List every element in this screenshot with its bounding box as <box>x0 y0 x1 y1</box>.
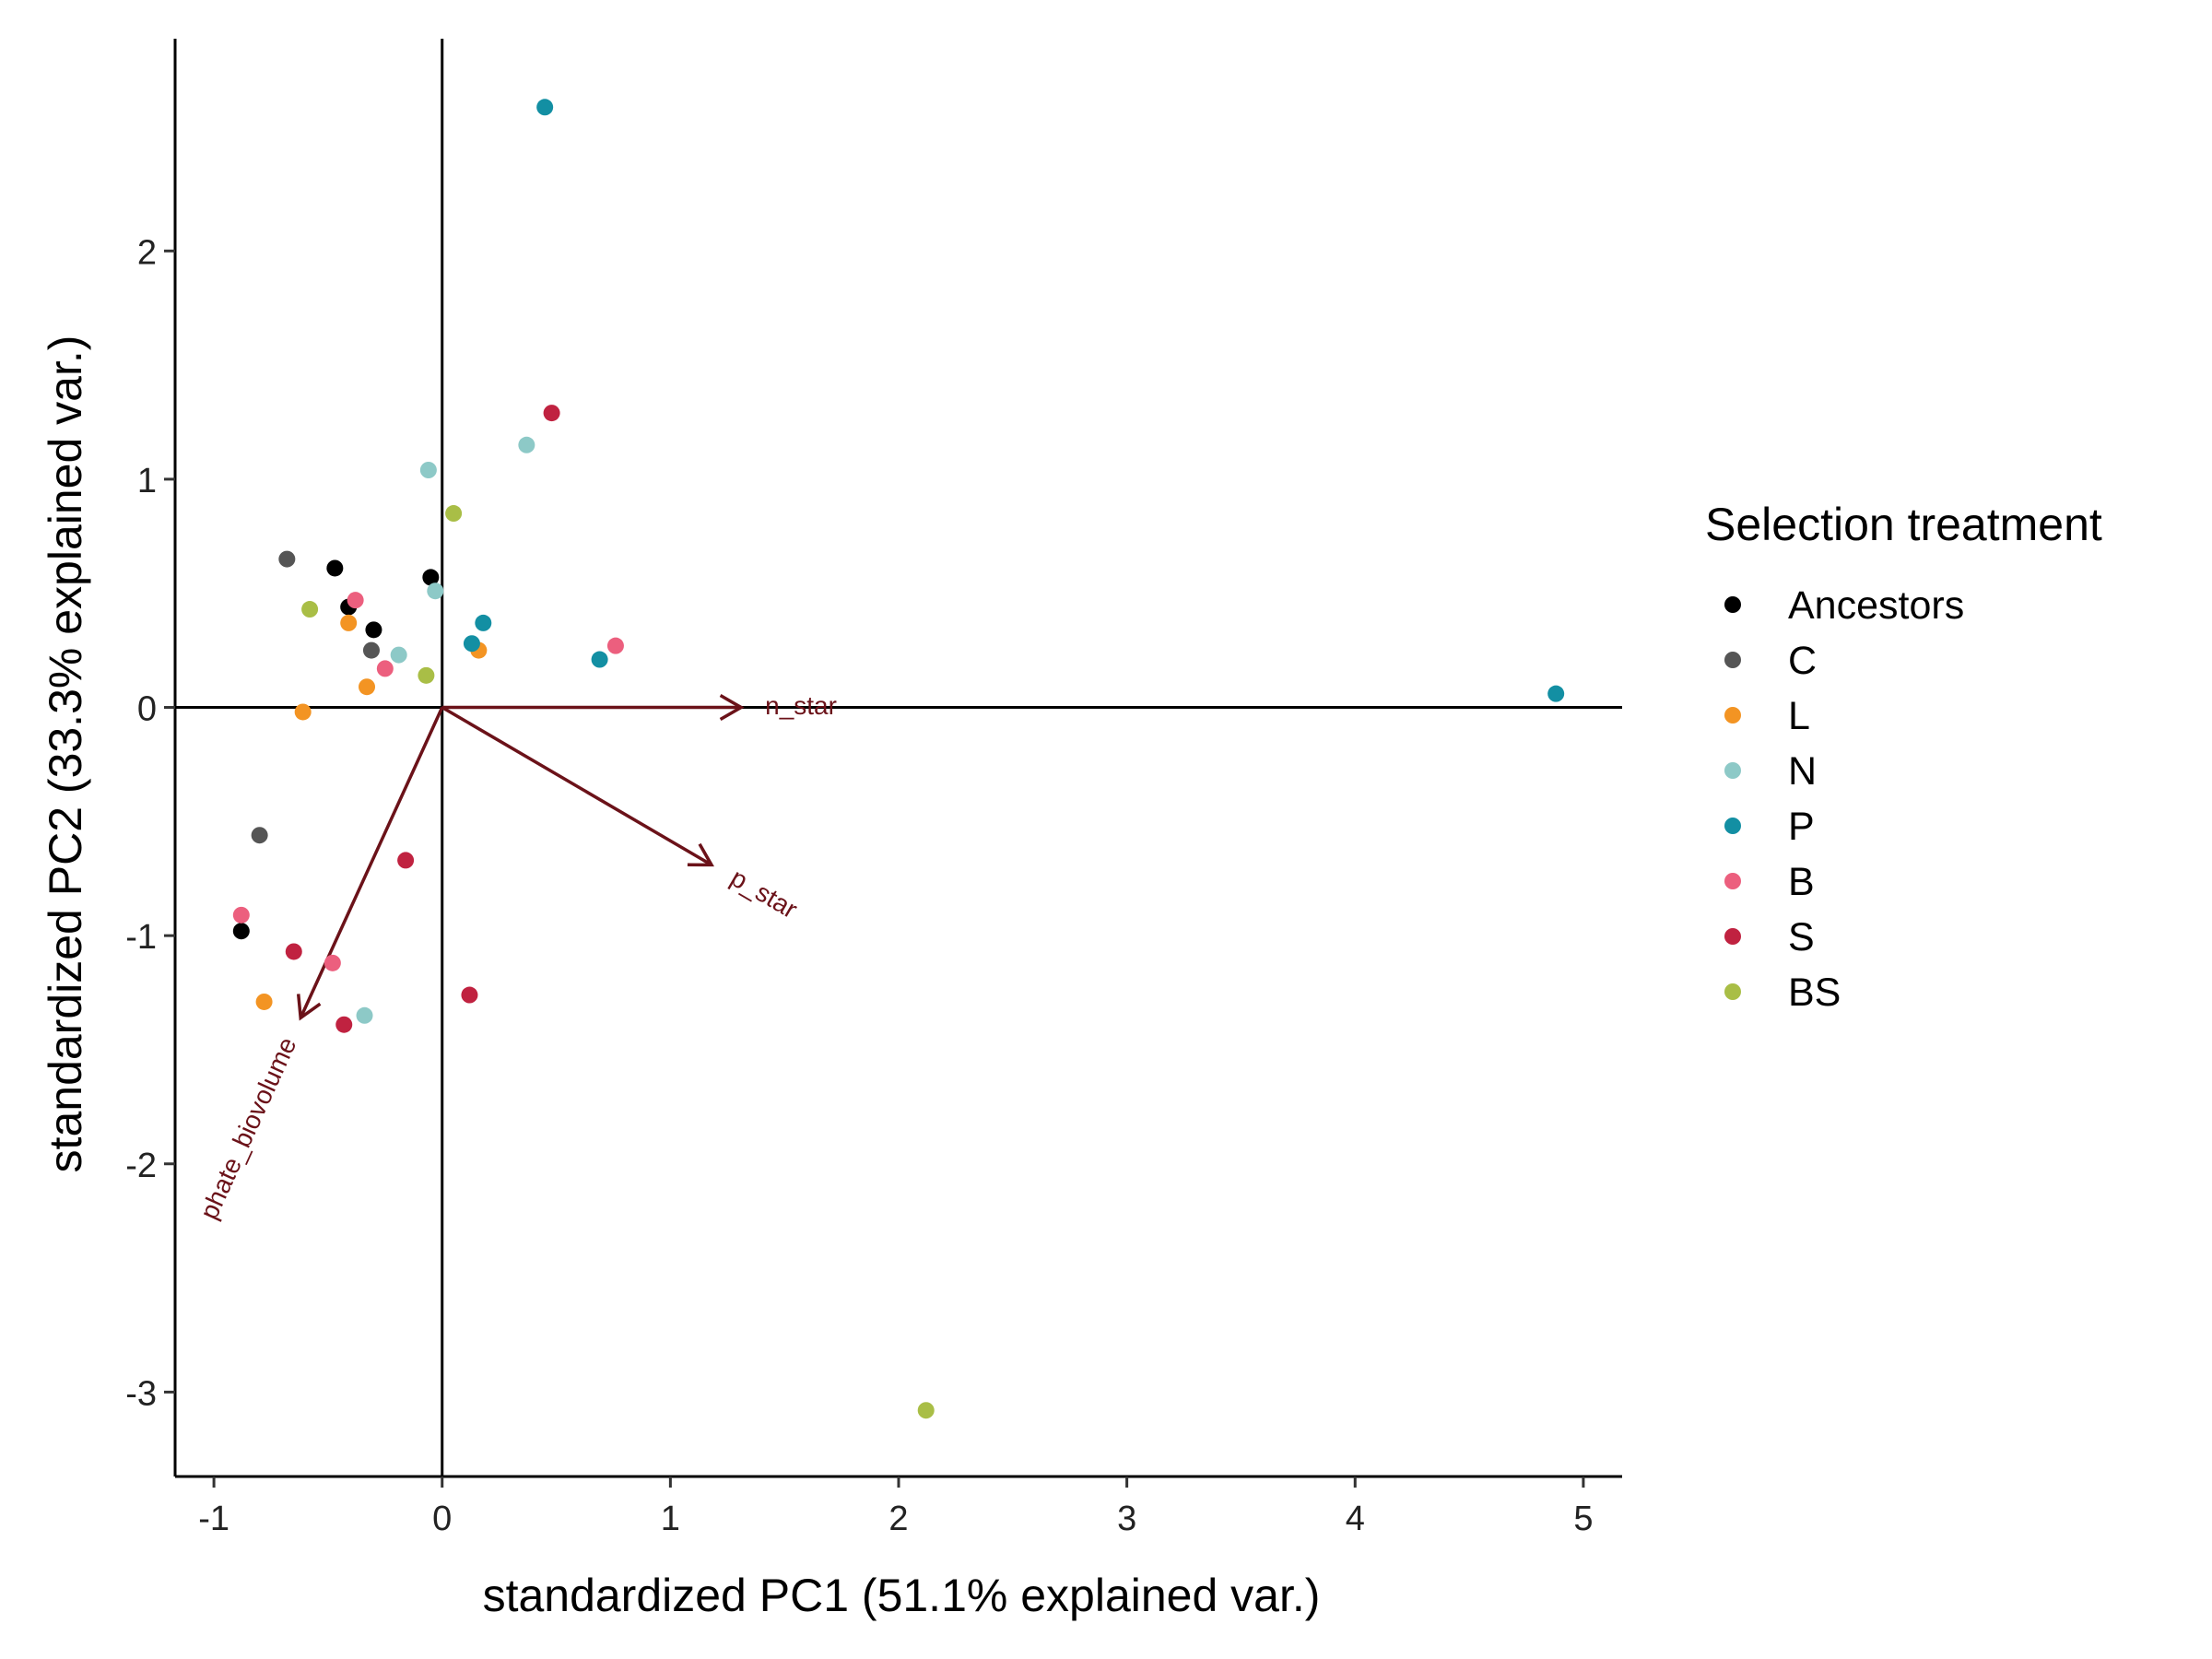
legend-label-p: P <box>1788 805 1815 849</box>
y-tick-label: -3 <box>125 1374 157 1413</box>
point-c <box>362 641 380 659</box>
point-bs <box>301 601 319 618</box>
legend-key-s <box>1724 928 1741 945</box>
point-n <box>427 582 444 600</box>
point-bs <box>418 666 435 684</box>
point-b <box>606 637 624 654</box>
point-s <box>397 852 415 869</box>
point-ancestors <box>326 559 344 577</box>
axes <box>164 39 1622 1488</box>
legend-title: Selection treatment <box>1705 499 2102 550</box>
point-ancestors <box>422 569 440 586</box>
point-n <box>390 646 407 664</box>
point-ancestors <box>365 621 382 639</box>
legend-key-n <box>1724 762 1741 779</box>
point-c <box>251 827 268 844</box>
legend-key-p <box>1724 818 1741 834</box>
legend-label-l: L <box>1788 694 1810 738</box>
point-p <box>536 99 554 116</box>
point-b <box>347 592 364 609</box>
legend-label-bs: BS <box>1788 971 1841 1015</box>
point-bs <box>917 1402 935 1419</box>
loading-label-n-star: n_star <box>765 691 837 720</box>
y-tick-label: 0 <box>137 690 157 729</box>
legend-key-c <box>1724 652 1741 668</box>
point-p <box>591 651 608 668</box>
loading-arrow-phate-biovolume <box>299 706 444 1019</box>
y-tick-label: 2 <box>137 233 157 272</box>
legend-key-b <box>1724 873 1741 889</box>
point-s <box>461 986 478 1004</box>
x-tick-label: 0 <box>432 1500 452 1538</box>
point-s <box>285 943 302 960</box>
point-p <box>463 635 480 653</box>
legend-label-c: C <box>1788 639 1817 683</box>
y-tick-label: -2 <box>125 1147 157 1185</box>
point-b <box>324 954 341 971</box>
loading-arrow-p-star <box>441 706 712 866</box>
legend-label-s: S <box>1788 915 1815 959</box>
arrowhead <box>719 694 745 722</box>
arrowhead <box>687 842 714 867</box>
point-s <box>543 405 560 422</box>
tick-labels: -1 0 1 2 3 4 5 -3 -2 -1 0 1 2 <box>125 233 1593 1538</box>
point-b <box>232 906 250 924</box>
loading-label-p-star: p_star <box>726 863 803 924</box>
point-p <box>475 614 492 631</box>
point-n <box>518 436 535 453</box>
point-b <box>376 660 394 677</box>
x-tick-label: 1 <box>661 1500 680 1538</box>
x-tick-label: 5 <box>1573 1500 1593 1538</box>
y-tick-label: 1 <box>137 462 157 500</box>
point-ancestors <box>232 923 250 940</box>
point-l <box>359 678 376 696</box>
legend-label-b: B <box>1788 860 1815 904</box>
y-axis-title: standardized PC2 (33.3% explained var.) <box>40 335 91 1173</box>
legend-label-n: N <box>1788 749 1817 794</box>
legend-key-bs <box>1724 983 1741 1000</box>
legend-key-ancestors <box>1724 596 1741 613</box>
point-l <box>255 993 273 1010</box>
point-n <box>356 1006 373 1024</box>
y-tick-label: -1 <box>125 918 157 957</box>
x-tick-label: 3 <box>1117 1500 1136 1538</box>
loading-label-phate-biovolume: phate_biovolume <box>194 1033 302 1224</box>
point-l <box>340 614 358 631</box>
point-n <box>419 462 437 478</box>
data-points <box>232 99 1565 1419</box>
x-tick-label: 4 <box>1346 1500 1365 1538</box>
point-l <box>294 703 312 721</box>
point-s <box>335 1016 353 1033</box>
point-bs <box>445 505 463 523</box>
x-axis-title: standardized PC1 (51.1% explained var.) <box>483 1570 1321 1621</box>
x-tick-label: -1 <box>198 1500 229 1538</box>
x-tick-label: 2 <box>888 1500 908 1538</box>
reference-lines <box>175 39 1622 1477</box>
legend-label-ancestors: Ancestors <box>1788 583 1964 628</box>
arrowhead <box>296 994 322 1021</box>
point-c <box>278 550 296 568</box>
point-p <box>1547 685 1565 702</box>
legend-key-l <box>1724 707 1741 724</box>
